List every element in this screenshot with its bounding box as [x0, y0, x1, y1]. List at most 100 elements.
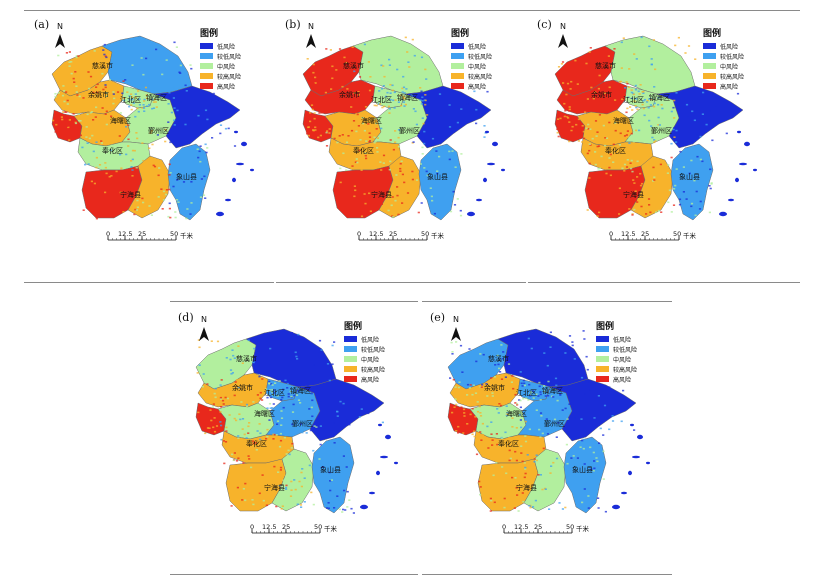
district-label-ninghai: 宁海县 [371, 191, 392, 199]
island [735, 177, 739, 183]
district-label-jiangbei: 江北区 [264, 389, 285, 397]
district-label-ninghai: 宁海县 [120, 191, 141, 199]
scale-bar-graphic [610, 236, 680, 241]
raster-texture [196, 332, 384, 514]
island [369, 491, 375, 495]
island [621, 491, 627, 495]
legend-item: 较低风险 [451, 51, 492, 61]
legend-item: 高风险 [703, 81, 744, 91]
island [360, 504, 368, 510]
legend-swatch [200, 63, 213, 69]
island [385, 434, 391, 440]
legend: 图例 低风险 较低风险 中风险 较高风险 高风险 [344, 319, 385, 384]
legend-title: 图例 [200, 29, 219, 39]
legend-swatch [596, 376, 609, 382]
scale-bar: 0 12.5 25 50 千米 [500, 523, 610, 533]
legend-title: 图例 [596, 322, 615, 332]
divider-bottom-right [422, 574, 672, 575]
divider-middle-left [24, 282, 274, 283]
panel-label-c: (c) [537, 18, 552, 31]
divider-lower-left [170, 301, 418, 302]
district-label-yinzhou: 鄞州区 [399, 127, 420, 135]
legend-swatch [344, 366, 357, 372]
island [753, 168, 757, 172]
legend-label: 高风险 [720, 83, 739, 91]
island [485, 130, 489, 134]
risk-map-e [447, 327, 650, 534]
legend-item: 中风险 [451, 61, 492, 71]
scale-bar-graphic [107, 236, 177, 241]
zone-east [656, 85, 744, 149]
legend-swatch [200, 83, 213, 89]
legend-swatch [596, 356, 609, 362]
legend-label: 较低风险 [720, 53, 745, 61]
scale-tick-label: 12.5 [369, 230, 384, 238]
legend-item: 较高风险 [451, 71, 492, 81]
raster-texture [556, 36, 740, 217]
district-label-yuyao: 余姚市 [591, 91, 612, 99]
legend-item: 较低风险 [596, 344, 637, 354]
district-label-yuyao: 余姚市 [88, 91, 109, 99]
district-label-fenghua: 奉化区 [498, 440, 519, 448]
legend: 图例 低风险 较低风险 中风险 较高风险 高风险 [703, 26, 744, 91]
scale-tick-label: 50 [566, 523, 575, 531]
district-label-yinzhou: 鄞州区 [292, 420, 313, 428]
north-label: N [308, 22, 314, 31]
scale-tick-label: 50 [421, 230, 430, 238]
scale-tick-label: 50 [170, 230, 179, 238]
zone-yuyao_n [556, 79, 628, 115]
district-label-cixi: 慈溪市 [343, 62, 364, 70]
legend-item: 中风险 [596, 354, 637, 364]
district-label-zhenhai: 镇海区 [649, 94, 670, 102]
legend-item: 高风险 [344, 374, 385, 384]
scale-tick-label: 50 [673, 230, 682, 238]
legend-label: 中风险 [613, 356, 632, 364]
map-panel-b: (b) N 慈溪市 余姚市 江北区 镇海区 海曙区 鄞州区 奉化区 宁海县 象山县 图例 低风险 较低风险… [281, 14, 531, 284]
legend-swatch [703, 83, 716, 89]
district-label-cixi: 慈溪市 [488, 355, 509, 363]
district-label-ninghai: 宁海县 [623, 191, 644, 199]
legend-swatch [703, 43, 716, 49]
island [216, 211, 224, 217]
legend-swatch [596, 336, 609, 342]
district-label-haishu: 海曙区 [506, 410, 527, 418]
zone-yuyao_n [449, 372, 521, 408]
district-label-cixi: 慈溪市 [92, 62, 113, 70]
island [378, 423, 382, 427]
scale-bar: 0 12.5 25 50 千米 [248, 523, 358, 533]
legend: 图例 低风险 较低风险 中风险 较高风险 高风险 [451, 26, 492, 91]
district-label-fenghua: 奉化区 [246, 440, 267, 448]
district-label-xiangshan: 象山县 [320, 466, 341, 474]
north-label: N [57, 22, 63, 31]
legend-item: 高风险 [200, 81, 241, 91]
zone-ninghai_e [271, 448, 315, 512]
legend-swatch [451, 43, 464, 49]
north-label: N [560, 22, 566, 31]
divider-bottom-left [170, 574, 418, 575]
legend-label: 高风险 [468, 83, 487, 91]
legend-label: 低风险 [468, 43, 487, 51]
zone-ninghai_e [523, 448, 567, 512]
legend-item: 高风险 [451, 81, 492, 91]
legend-label: 高风险 [361, 376, 380, 384]
legend-item: 较高风险 [596, 364, 637, 374]
map-panel-a: (a) N 慈溪市 余姚市 江北区 镇海区 海曙区 鄞州区 奉化区 宁海县 象山县 图例 低风险 较低风险… [30, 14, 280, 284]
legend-item: 较高风险 [200, 71, 241, 81]
scale-tick-label: 0 [609, 230, 614, 238]
scale-tick-label: 12.5 [514, 523, 529, 531]
district-label-yinzhou: 鄞州区 [544, 420, 565, 428]
district-label-yuyao: 余姚市 [232, 384, 253, 392]
north-arrow-icon [558, 34, 568, 48]
raster-texture [52, 41, 237, 220]
district-label-yuyao: 余姚市 [339, 91, 360, 99]
legend-swatch [200, 43, 213, 49]
island [632, 455, 640, 459]
island [467, 211, 475, 217]
divider-lower-right [422, 301, 672, 302]
district-label-zhenhai: 镇海区 [146, 94, 167, 102]
island [225, 198, 231, 202]
zone-ninghai_e [127, 155, 171, 219]
legend-label: 较低风险 [468, 53, 493, 61]
legend-label: 高风险 [217, 83, 236, 91]
district-label-fenghua: 奉化区 [353, 147, 374, 155]
